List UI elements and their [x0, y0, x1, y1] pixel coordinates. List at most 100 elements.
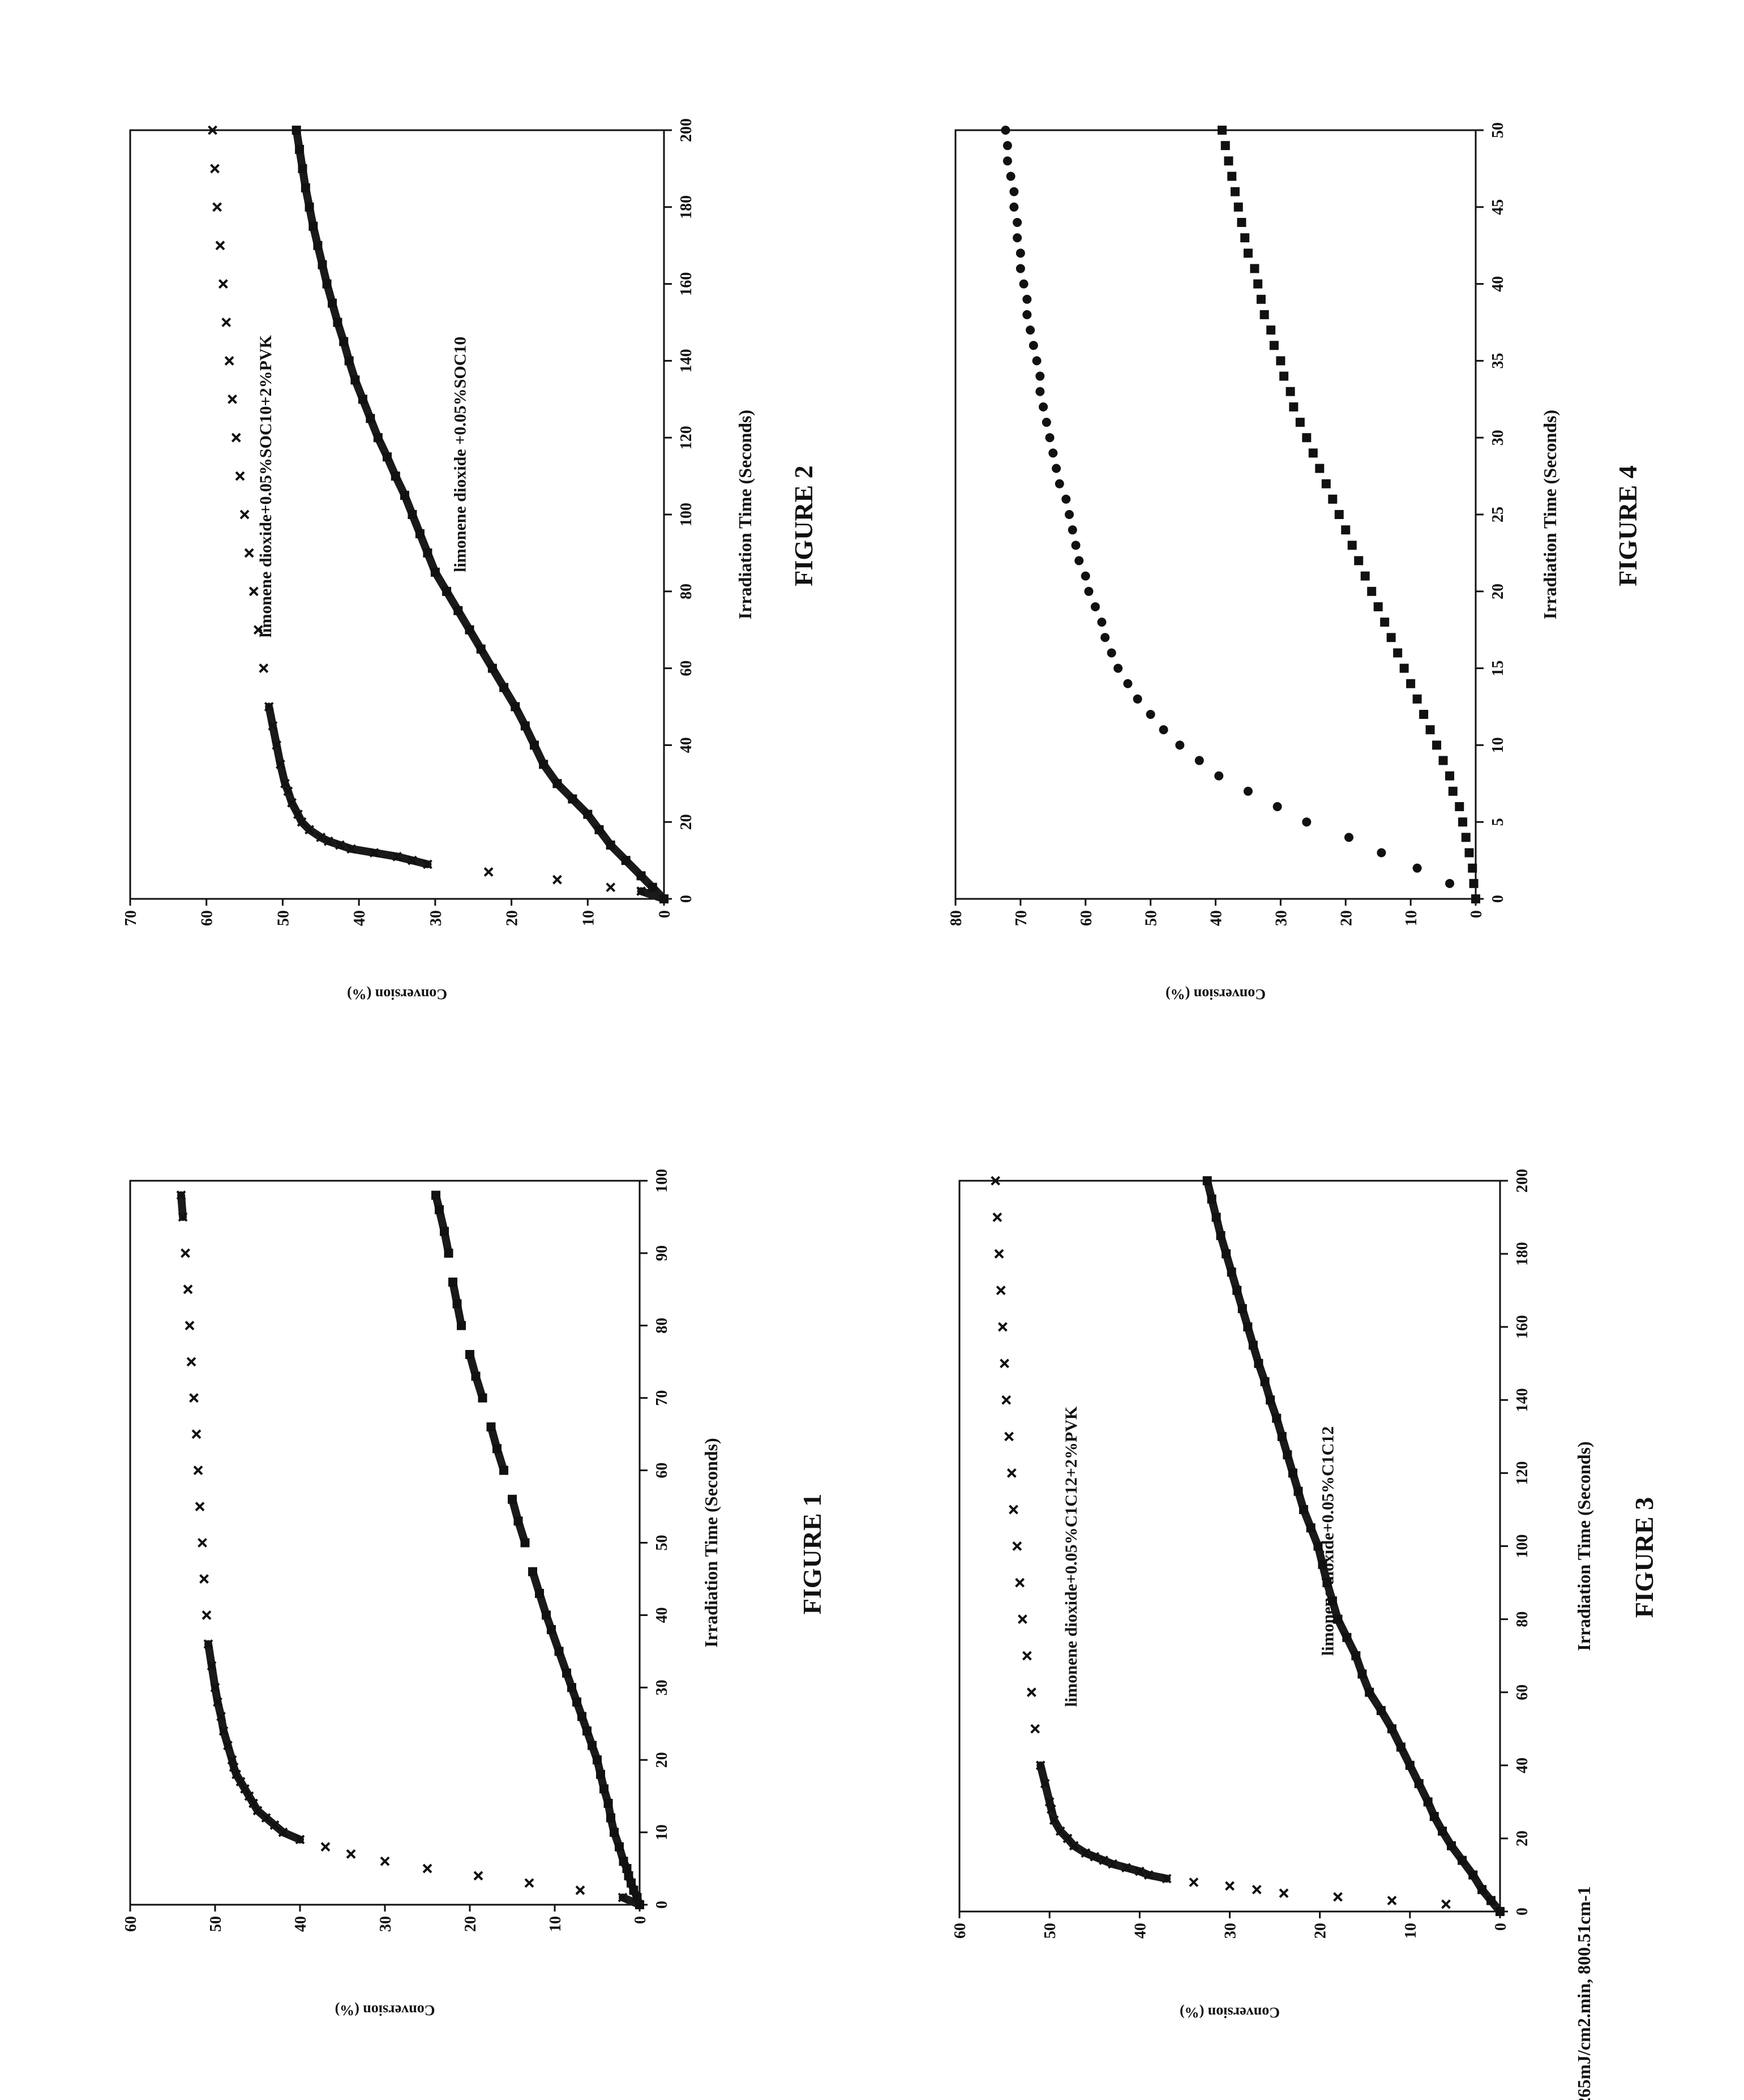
circle-marker: [1052, 464, 1061, 473]
square-marker: [1286, 387, 1295, 396]
circle-marker: [1009, 203, 1018, 212]
square-marker: [1288, 1468, 1297, 1477]
series-band: [181, 1195, 183, 1217]
x-tick-label: 200: [1514, 1169, 1531, 1193]
square-marker: [1302, 433, 1311, 442]
x-axis-title: Irradiation Time (Seconds): [1540, 410, 1560, 619]
square-marker: [1266, 1395, 1275, 1404]
square-marker: [1222, 1249, 1231, 1258]
circle-marker: [1445, 879, 1454, 888]
cross-marker: [995, 1250, 1003, 1258]
cross-marker: [576, 1886, 584, 1894]
series-annotation: limonene dioxide +0.05%SOC10: [451, 337, 470, 572]
square-marker: [1348, 541, 1357, 550]
x-tick-label: 10: [1489, 737, 1507, 753]
cross-marker: [225, 357, 233, 365]
circle-marker: [1022, 310, 1031, 319]
square-marker: [1351, 1651, 1360, 1660]
cross-marker: [1013, 1542, 1021, 1550]
square-marker: [606, 841, 615, 850]
circle-marker: [1273, 802, 1282, 811]
figure-title: FIGURE 1: [798, 1494, 826, 1614]
x-tick-label: 15: [1489, 661, 1507, 676]
square-marker: [1318, 1560, 1327, 1569]
square-marker: [499, 1466, 508, 1475]
square-marker: [530, 740, 539, 749]
x-tick-label: 60: [678, 661, 695, 676]
square-marker: [596, 1770, 605, 1779]
square-marker: [1477, 1885, 1486, 1894]
square-marker: [1406, 1761, 1415, 1770]
square-marker: [1227, 1267, 1236, 1276]
square-marker: [323, 280, 332, 289]
square-marker: [435, 1205, 444, 1214]
x-tick-label: 20: [678, 814, 695, 830]
square-marker: [366, 414, 375, 423]
x-tick-label: 140: [1514, 1388, 1531, 1412]
square-marker: [1335, 510, 1344, 519]
y-tick-label: 60: [1078, 910, 1095, 926]
circle-marker: [1302, 817, 1311, 826]
circle-marker: [1123, 679, 1132, 688]
x-tick-label: 200: [678, 118, 695, 142]
square-marker: [444, 1249, 453, 1258]
x-tick-label: 180: [678, 195, 695, 219]
square-marker: [1462, 833, 1471, 842]
y-tick-label: 40: [351, 910, 368, 926]
x-tick-label: 45: [1489, 199, 1507, 215]
y-tick-label: 0: [656, 910, 674, 918]
y-tick-label: 10: [547, 1916, 564, 1932]
cross-marker: [260, 665, 268, 672]
square-marker: [1203, 1176, 1212, 1185]
square-marker: [440, 1227, 449, 1236]
cross-marker: [199, 1539, 207, 1547]
cross-marker: [236, 472, 244, 480]
square-marker: [442, 587, 451, 596]
circle-marker: [1113, 664, 1122, 673]
square-marker: [1240, 233, 1249, 242]
square-marker: [292, 126, 301, 135]
square-marker: [313, 241, 322, 250]
square-marker: [1400, 664, 1409, 673]
square-marker: [1458, 817, 1467, 826]
square-marker: [1231, 187, 1240, 196]
cross-marker: [1388, 1897, 1396, 1905]
square-marker: [391, 472, 400, 481]
cross-marker: [1442, 1900, 1450, 1908]
plot-area: [955, 130, 1476, 899]
cross-marker: [1001, 1360, 1009, 1368]
circle-marker: [1146, 710, 1155, 719]
square-marker: [1334, 1615, 1343, 1624]
circle-marker: [1032, 356, 1042, 365]
square-marker: [1432, 740, 1441, 749]
y-tick-label: 10: [1402, 1923, 1420, 1939]
series-2: [1218, 126, 1480, 903]
square-marker: [1237, 218, 1246, 227]
y-tick-label: 0: [1468, 910, 1485, 918]
square-marker: [1354, 556, 1363, 565]
square-marker: [1341, 525, 1350, 534]
square-marker: [583, 810, 592, 819]
square-marker: [1278, 1432, 1287, 1441]
square-marker: [619, 1857, 628, 1866]
series-2: [1203, 1176, 1505, 1916]
y-tick-label: 50: [1143, 910, 1160, 926]
y-axis-title: Conversion (%): [347, 986, 447, 1002]
x-tick-label: 120: [1514, 1461, 1531, 1485]
circle-marker: [1013, 233, 1022, 242]
square-marker: [521, 721, 530, 730]
square-marker: [1249, 1340, 1258, 1349]
square-marker: [637, 871, 646, 880]
cross-marker: [485, 868, 492, 876]
patent-figure-page: 01020304050607080901000102030405060Irrad…: [0, 0, 1744, 2100]
cross-marker: [1023, 1652, 1031, 1660]
square-marker: [487, 1422, 496, 1432]
square-marker: [1387, 633, 1396, 642]
x-tick-label: 140: [678, 349, 695, 372]
square-marker: [568, 794, 577, 803]
circle-marker: [1084, 587, 1093, 596]
square-marker: [610, 1828, 619, 1837]
cross-marker: [200, 1575, 208, 1583]
square-marker: [582, 1726, 592, 1735]
y-tick-label: 70: [122, 910, 140, 926]
